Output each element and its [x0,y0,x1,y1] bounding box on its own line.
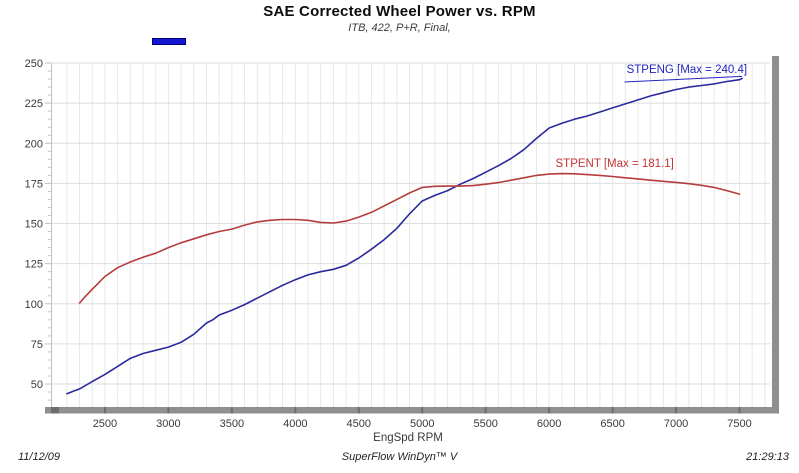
legend-line-swatch [152,38,186,45]
x-axis-bar-notch [357,407,360,414]
annotation-stpeng: STPENG [Max = 240.4] [627,64,747,76]
x-axis-bar-notch [230,407,233,414]
x-axis-label: EngSpd RPM [373,432,443,444]
curve-stpeng [66,77,743,395]
x-axis-bar-notch [738,407,741,414]
annotation-stpent: STPENT [Max = 181.1] [556,158,674,170]
curve-stpent [78,172,741,304]
x-tick-label: 2500 [93,418,117,430]
footer-time: 21:29:13 [746,451,789,463]
x-axis-bar-cap [51,407,59,414]
x-axis-bar-notch [167,407,170,414]
y-tick-label: 200 [25,138,43,150]
y-tick-label: 150 [25,219,43,231]
x-axis-bar-notch [421,407,424,414]
footer-date: 11/12/09 [18,451,61,463]
x-axis-bar [45,407,779,414]
x-axis-bar-notch [611,407,614,414]
x-tick-label: 4500 [347,418,371,430]
x-axis-bar-notch [548,407,551,414]
y-tick-label: 50 [31,379,43,391]
x-tick-label: 7000 [664,418,688,430]
x-axis-bar-notch [103,407,106,414]
x-axis-bar-notch [484,407,487,414]
y-tick-label: 250 [25,58,43,70]
right-axis-bar [772,56,779,414]
x-tick-label: 4000 [283,418,307,430]
x-tick-label: 5500 [473,418,497,430]
footer-app-name: SuperFlow WinDyn™ V [341,451,458,463]
x-axis-bar-notch [294,407,297,414]
y-tick-label: 100 [25,299,43,311]
y-tick-label: 125 [25,259,43,271]
annotation-pointer-line [624,75,743,83]
x-axis-bar-notch [675,407,678,414]
x-tick-label: 6000 [537,418,561,430]
chart-title: SAE Corrected Wheel Power vs. RPM [263,3,536,20]
y-tick-label: 175 [25,178,43,190]
x-tick-label: 7500 [727,418,751,430]
x-tick-label: 3000 [156,418,180,430]
y-tick-label: 225 [25,98,43,110]
x-tick-label: 5000 [410,418,434,430]
x-tick-label: 3500 [220,418,244,430]
chart-subtitle: ITB, 422, P+R, Final, [348,22,451,34]
x-tick-label: 6500 [600,418,624,430]
y-tick-label: 75 [31,339,43,351]
